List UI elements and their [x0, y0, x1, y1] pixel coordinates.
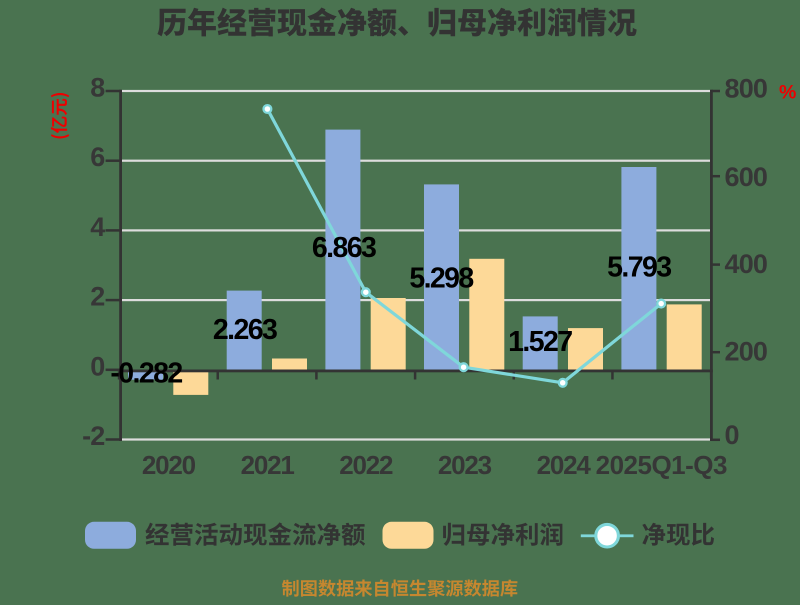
svg-text:-2: -2 [82, 421, 104, 451]
svg-text:2023: 2023 [438, 450, 492, 480]
svg-text:0: 0 [90, 351, 104, 381]
svg-text:0: 0 [725, 420, 739, 450]
svg-text:2.263: 2.263 [213, 314, 277, 346]
svg-text:2022: 2022 [339, 450, 393, 480]
svg-text:600: 600 [725, 162, 768, 192]
svg-text:5.298: 5.298 [409, 262, 473, 294]
svg-text:2025Q1-Q3: 2025Q1-Q3 [596, 450, 727, 480]
svg-text:-0.282: -0.282 [110, 357, 182, 389]
svg-text:2024: 2024 [537, 450, 592, 480]
svg-text:6: 6 [90, 142, 105, 172]
svg-text:400: 400 [725, 249, 768, 279]
svg-text:2: 2 [90, 282, 104, 312]
svg-text:4: 4 [90, 212, 105, 242]
svg-text:8: 8 [90, 73, 105, 103]
svg-text:%: % [779, 82, 796, 104]
svg-text:5.793: 5.793 [607, 251, 671, 283]
svg-text:1.527: 1.527 [508, 326, 572, 358]
svg-text:200: 200 [725, 336, 768, 366]
svg-text:2020: 2020 [142, 450, 196, 480]
svg-text:6.863: 6.863 [312, 232, 376, 264]
svg-text:2021: 2021 [241, 450, 295, 480]
svg-text:800: 800 [725, 73, 768, 103]
